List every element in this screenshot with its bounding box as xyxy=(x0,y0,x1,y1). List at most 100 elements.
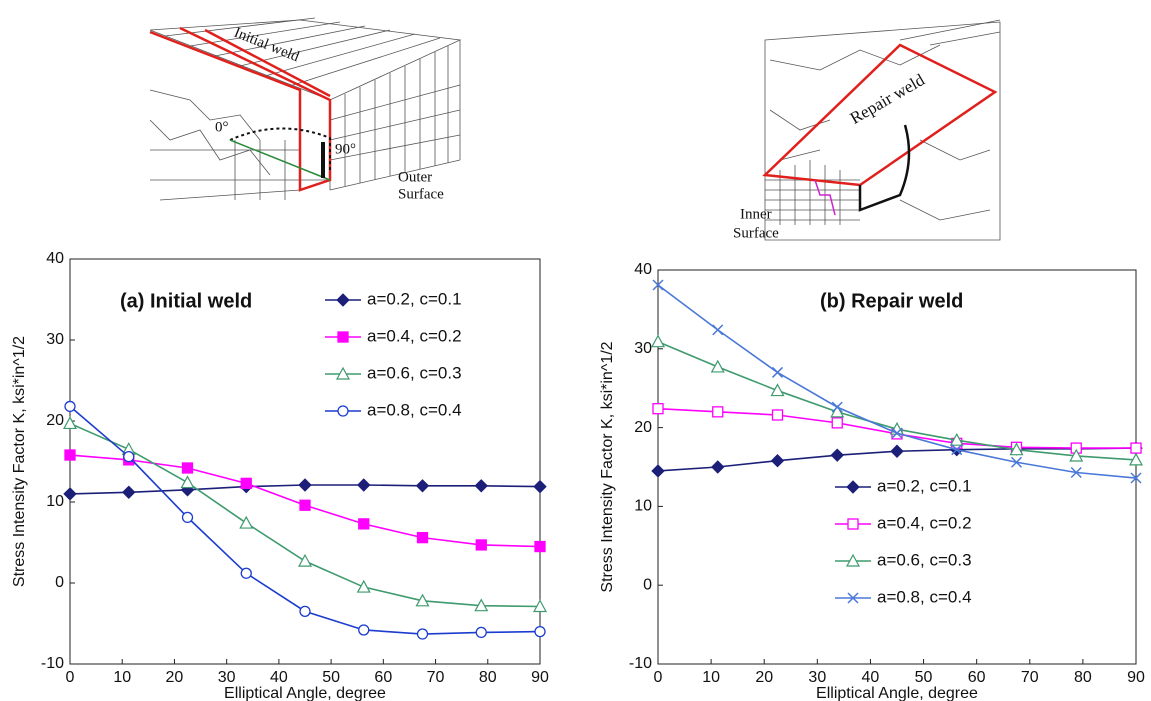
x-axis-label: Elliptical Angle, degree xyxy=(816,685,978,701)
marker xyxy=(358,479,370,491)
marker xyxy=(713,407,723,417)
marker xyxy=(359,625,369,635)
marker xyxy=(182,477,194,488)
x-tick-label: 70 xyxy=(427,669,445,686)
legend-label: a=0.6, c=0.3 xyxy=(367,363,462,382)
marker xyxy=(712,461,724,473)
legend-label: a=0.2, c=0.1 xyxy=(367,289,462,308)
legend-label: a=0.2, c=0.1 xyxy=(877,476,972,495)
x-tick-label: 10 xyxy=(702,669,720,686)
legend-marker xyxy=(337,294,349,306)
series-line xyxy=(70,406,540,634)
series-line xyxy=(70,423,540,606)
x-tick-label: 60 xyxy=(374,669,392,686)
marker xyxy=(241,478,251,488)
marker xyxy=(476,540,486,550)
marker xyxy=(299,555,311,566)
legend-label: a=0.4, c=0.2 xyxy=(877,513,972,532)
marker xyxy=(773,410,783,420)
chart-title: (a) Initial weld xyxy=(120,290,252,312)
series-line xyxy=(658,342,1136,460)
marker xyxy=(712,361,724,372)
marker xyxy=(772,455,784,467)
marker xyxy=(240,517,252,528)
marker xyxy=(535,542,545,552)
legend-marker xyxy=(338,332,348,342)
diagram-label: Inner xyxy=(740,206,772,222)
marker xyxy=(534,481,546,493)
legend-label: a=0.4, c=0.2 xyxy=(367,326,462,345)
marker xyxy=(300,606,310,616)
legend-label: a=0.8, c=0.4 xyxy=(367,400,462,419)
y-tick-label: 0 xyxy=(55,574,64,591)
y-tick-label: 30 xyxy=(46,331,64,348)
marker xyxy=(418,533,428,543)
repair-weld-mesh xyxy=(765,20,1000,240)
x-tick-label: 50 xyxy=(915,669,933,686)
page: {"chart_data": [ {"type": "line", "title… xyxy=(0,0,1151,701)
x-tick-label: 90 xyxy=(1127,669,1145,686)
marker xyxy=(65,450,75,460)
y-tick-label: 40 xyxy=(46,250,64,267)
x-tick-label: 10 xyxy=(113,669,131,686)
x-tick-label: 80 xyxy=(1074,669,1092,686)
chart-title: (b) Repair weld xyxy=(820,290,963,312)
marker xyxy=(831,449,843,461)
y-tick-label: -10 xyxy=(41,655,64,672)
legend-marker xyxy=(847,481,859,493)
marker xyxy=(123,486,135,498)
diagram-label: 90° xyxy=(335,141,356,157)
marker xyxy=(652,465,664,477)
marker xyxy=(65,401,75,411)
figure: Initial weld 0° 90° Outer Surface Repair… xyxy=(0,0,1151,701)
x-tick-label: 50 xyxy=(322,669,340,686)
legend-label: a=0.6, c=0.3 xyxy=(877,550,972,569)
y-tick-label: 10 xyxy=(634,498,652,515)
y-tick-label: 0 xyxy=(643,576,652,593)
legend-label: a=0.8, c=0.4 xyxy=(877,587,972,606)
marker xyxy=(241,568,251,578)
marker xyxy=(183,512,193,522)
y-tick-label: 10 xyxy=(46,493,64,510)
marker xyxy=(713,325,723,335)
marker xyxy=(417,480,429,492)
diagram-label: Surface xyxy=(733,225,779,241)
weld-outline xyxy=(150,28,330,190)
diagram-label: Repair weld xyxy=(847,70,928,128)
y-tick-label: 20 xyxy=(634,419,652,436)
diagram-label: 0° xyxy=(215,119,229,135)
marker xyxy=(653,404,663,414)
y-tick-label: 20 xyxy=(46,412,64,429)
marker xyxy=(124,452,134,462)
diagram-label: Surface xyxy=(398,186,444,202)
x-tick-label: 20 xyxy=(755,669,773,686)
marker xyxy=(891,445,903,457)
marker xyxy=(475,480,487,492)
x-tick-label: 70 xyxy=(1021,669,1039,686)
marker xyxy=(359,519,369,529)
y-tick-label: -10 xyxy=(629,655,652,672)
marker xyxy=(418,629,428,639)
y-tick-label: 30 xyxy=(634,340,652,357)
marker xyxy=(832,418,842,428)
x-tick-label: 30 xyxy=(808,669,826,686)
x-tick-label: 60 xyxy=(968,669,986,686)
x-tick-label: 20 xyxy=(166,669,184,686)
marker xyxy=(64,488,76,500)
x-tick-label: 90 xyxy=(531,669,549,686)
x-tick-label: 40 xyxy=(270,669,288,686)
marker xyxy=(476,627,486,637)
marker xyxy=(183,463,193,473)
x-axis-label: Elliptical Angle, degree xyxy=(224,685,386,701)
legend-marker xyxy=(338,406,348,416)
marker xyxy=(299,479,311,491)
x-tick-label: 30 xyxy=(218,669,236,686)
x-tick-label: 0 xyxy=(654,669,663,686)
y-tick-label: 40 xyxy=(634,261,652,278)
marker xyxy=(535,627,545,637)
legend-marker xyxy=(848,519,858,529)
marker xyxy=(64,417,76,428)
marker xyxy=(773,367,783,377)
radius-line xyxy=(230,140,330,180)
x-tick-label: 0 xyxy=(66,669,75,686)
